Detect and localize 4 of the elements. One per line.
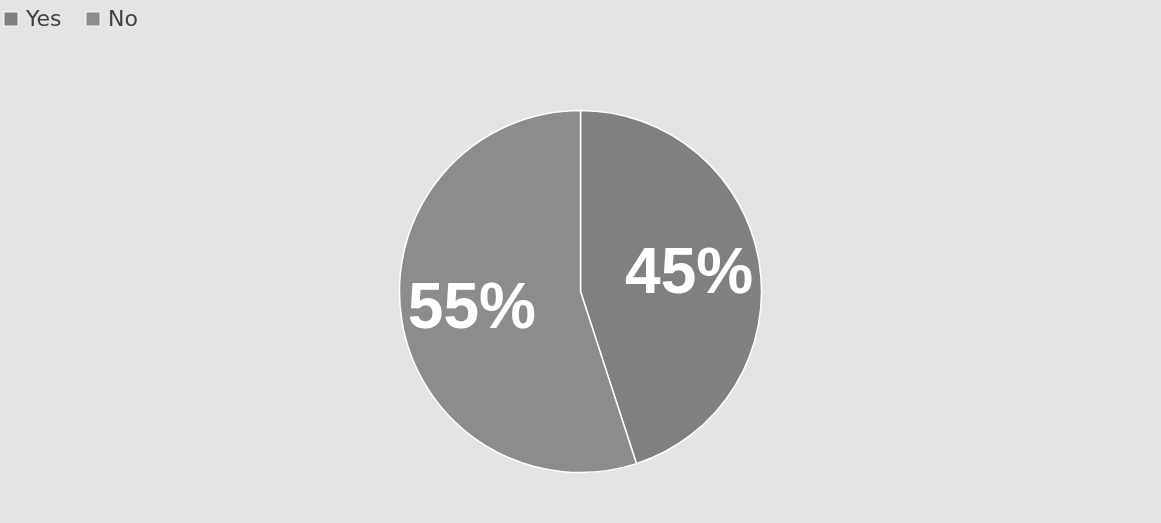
data-label: 45% bbox=[625, 235, 754, 308]
legend-label: No bbox=[108, 6, 138, 31]
data-label: 55% bbox=[407, 269, 536, 342]
legend-label: Yes bbox=[25, 6, 62, 31]
